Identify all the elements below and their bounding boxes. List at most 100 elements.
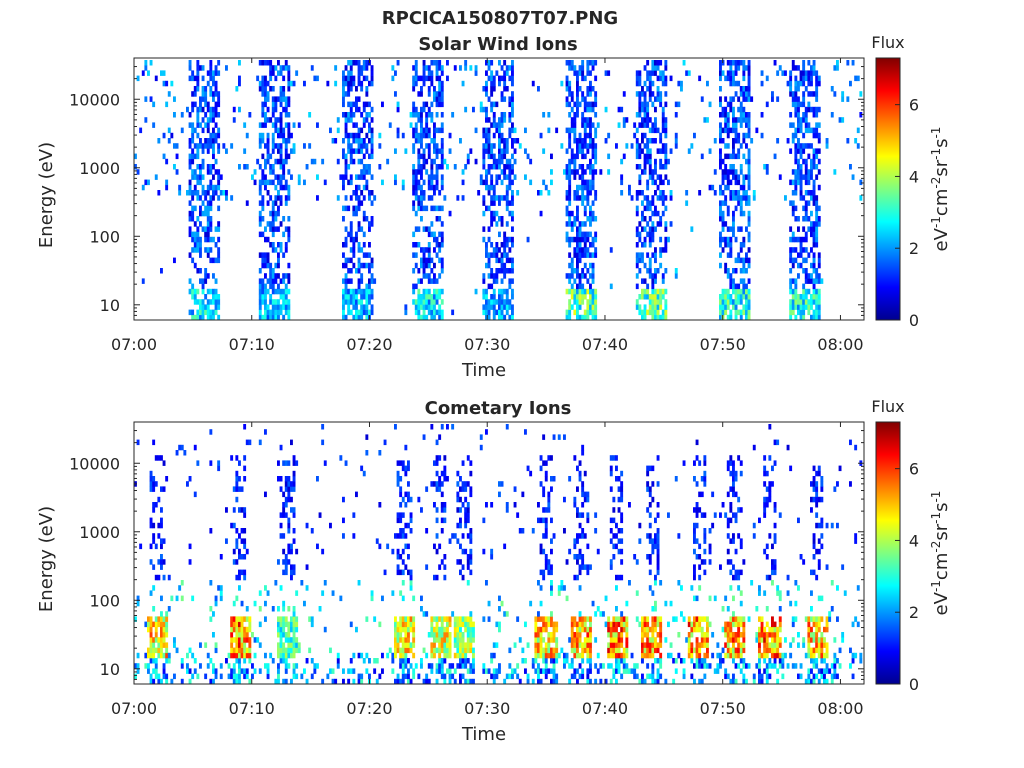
heatmap-cell (544, 564, 548, 570)
heatmap-cell (435, 91, 439, 97)
heatmap-cell (490, 299, 494, 305)
heatmap-cell (243, 668, 247, 674)
heatmap-cell (576, 205, 579, 212)
heatmap-cell (742, 117, 746, 123)
heatmap-cell (745, 200, 748, 206)
heatmap-cell (279, 642, 283, 648)
heatmap-cell (648, 70, 652, 76)
heatmap-cell (427, 632, 431, 638)
heatmap-cell (524, 429, 527, 435)
heatmap-cell (544, 184, 548, 191)
heatmap-cell (217, 226, 221, 232)
heatmap-cell (355, 148, 358, 154)
heatmap-cell (550, 476, 553, 482)
heatmap-cell (620, 496, 624, 503)
heatmap-cell (370, 221, 374, 227)
heatmap-cell (490, 273, 494, 279)
heatmap-cell (648, 268, 652, 274)
heatmap-cell (687, 70, 691, 76)
heatmap-cell (414, 70, 418, 76)
heatmap-cell (583, 564, 587, 570)
heatmap-cell (238, 60, 241, 66)
heatmap-cell (435, 533, 439, 539)
heatmap-cell (578, 184, 582, 191)
heatmap-cell (568, 236, 572, 243)
heatmap-cell (508, 257, 512, 264)
heatmap-cell (427, 106, 431, 113)
heatmap-cell (464, 621, 468, 628)
heatmap-cell (648, 299, 652, 305)
heatmap-cell (568, 158, 572, 165)
heatmap-cell (365, 91, 369, 97)
heatmap-cell (721, 221, 725, 227)
heatmap-cell (258, 164, 262, 170)
heatmap-cell (191, 190, 195, 196)
heatmap-cell (461, 663, 465, 669)
heatmap-cell (586, 70, 590, 76)
heatmap-cell (167, 574, 171, 581)
heatmap-cell (794, 112, 798, 118)
heatmap-cell (594, 231, 598, 238)
heatmap-cell (550, 569, 553, 576)
heatmap-cell (399, 569, 403, 576)
heatmap-cell (282, 460, 286, 466)
heatmap-cell (391, 652, 395, 659)
heatmap-cell (581, 652, 585, 659)
heatmap-cell (487, 184, 491, 191)
heatmap-cell (802, 101, 806, 108)
heatmap-cell (292, 611, 296, 617)
heatmap-cell (217, 585, 221, 591)
heatmap-cell (290, 564, 293, 570)
heatmap-cell (706, 117, 709, 123)
heatmap-cell (625, 642, 629, 648)
heatmap-cell (212, 153, 215, 160)
heatmap-cell (188, 668, 192, 674)
heatmap-cell (144, 663, 148, 669)
heatmap-cell (651, 252, 655, 258)
heatmap-cell (589, 663, 592, 669)
heatmap-cell (726, 184, 730, 191)
heatmap-cell (804, 247, 808, 253)
heatmap-cell (274, 288, 278, 295)
heatmap-cell (214, 80, 218, 87)
heatmap-cell (469, 548, 473, 555)
heatmap-cell (750, 96, 754, 102)
heatmap-cell (487, 75, 491, 82)
heatmap-cell (565, 80, 569, 87)
heatmap-cell (651, 314, 655, 321)
heatmap-cell (802, 143, 806, 149)
heatmap-cell (438, 242, 442, 248)
heatmap-cell (586, 86, 590, 92)
heatmap-cell (212, 668, 215, 674)
heatmap-cell (576, 101, 579, 108)
heatmap-cell (820, 278, 824, 284)
heatmap-cell (685, 70, 689, 76)
heatmap-cell (352, 252, 356, 258)
heatmap-cell (732, 117, 735, 123)
heatmap-cell (230, 632, 234, 638)
heatmap-cell (188, 143, 192, 149)
heatmap-cell (422, 106, 426, 113)
heatmap-cell (287, 559, 291, 565)
heatmap-cell (433, 314, 436, 321)
heatmap-cell (323, 580, 327, 586)
heatmap-cell (524, 148, 527, 154)
heatmap-cell (661, 143, 665, 149)
heatmap-cell (435, 574, 439, 581)
heatmap-cell (485, 247, 488, 253)
heatmap-cell (807, 91, 811, 97)
heatmap-cell (690, 143, 694, 149)
heatmap-cell (586, 200, 590, 206)
heatmap-cell (461, 574, 465, 581)
heatmap-cell (812, 309, 816, 316)
heatmap-cell (277, 226, 280, 232)
heatmap-cell (500, 268, 504, 274)
heatmap-cell (248, 647, 252, 654)
heatmap-cell (721, 138, 725, 144)
heatmap-cell (196, 314, 200, 321)
heatmap-cell (370, 257, 374, 264)
heatmap-cell (661, 179, 665, 186)
heatmap-cell (797, 226, 800, 232)
heatmap-cell (677, 101, 681, 108)
heatmap-cell (271, 231, 275, 238)
